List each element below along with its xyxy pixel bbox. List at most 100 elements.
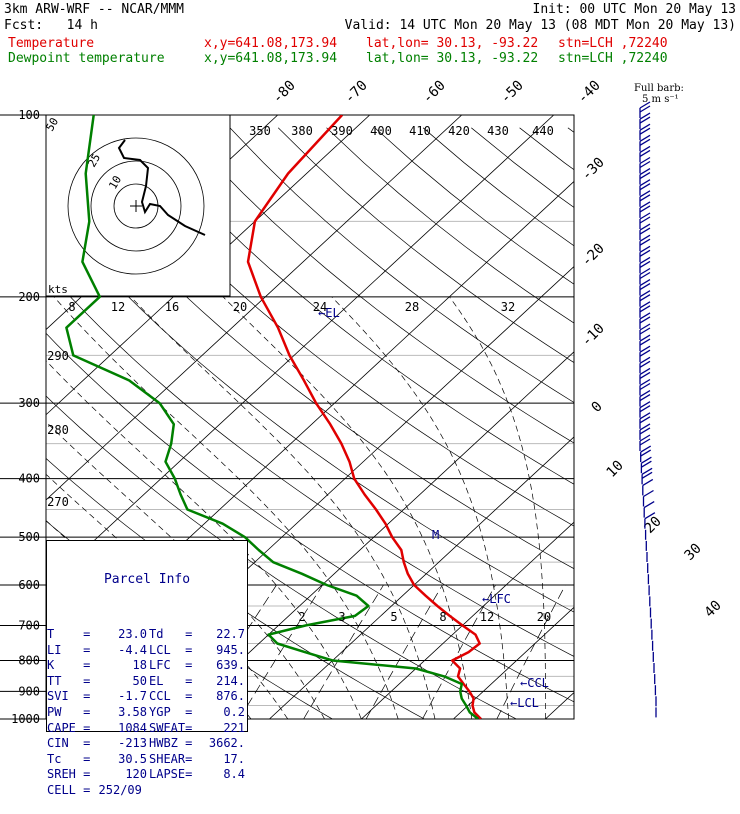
theta-label: 390 bbox=[331, 124, 353, 138]
parcel-info-key: CIN = bbox=[47, 736, 95, 752]
pressure-tick-label: 700 bbox=[18, 618, 40, 632]
parcel-info-value: 214. bbox=[201, 674, 245, 690]
theta-e-label: 270 bbox=[47, 495, 69, 509]
parcel-info-key: SREH = bbox=[47, 767, 95, 783]
theta-label: 430 bbox=[487, 124, 509, 138]
theta-label: 400 bbox=[370, 124, 392, 138]
parcel-info-value bbox=[203, 783, 247, 799]
theta-label: 420 bbox=[448, 124, 470, 138]
wind-barb bbox=[641, 457, 651, 473]
mixing-ratio-low-label: 5 bbox=[390, 610, 397, 624]
barb-legend-title: Full barb: bbox=[634, 84, 684, 94]
dry-adiabat-line bbox=[665, 128, 740, 732]
temperature-tick-label: -10 bbox=[579, 321, 608, 350]
pressure-tick-label: 200 bbox=[18, 290, 40, 304]
dry-adiabat-line bbox=[327, 128, 740, 732]
temperature-tick-label: 10 bbox=[604, 458, 627, 481]
parcel-info-value: 945. bbox=[201, 643, 245, 659]
isotherm-line bbox=[0, 115, 2, 719]
temperature-tick-label: -20 bbox=[579, 241, 608, 270]
parcel-info-key: K = bbox=[47, 658, 95, 674]
temperature-tick-label: -30 bbox=[579, 155, 608, 184]
theta-e-label: 280 bbox=[47, 423, 69, 437]
dry-adiabat-line bbox=[423, 128, 740, 732]
parcel-info-key: Td = bbox=[147, 627, 201, 643]
dry-adiabat-line bbox=[278, 128, 740, 732]
parcel-info-value: 120 bbox=[95, 767, 147, 783]
theta-e-label: 290 bbox=[47, 349, 69, 363]
isotherm-line bbox=[729, 115, 740, 719]
mixing-ratio-label: 8 bbox=[68, 300, 75, 314]
parcel-info-key: PW = bbox=[47, 705, 95, 721]
pressure-tick-label: 300 bbox=[18, 396, 40, 410]
mixing-ratio-low-label: 20 bbox=[537, 610, 551, 624]
parcel-info-key bbox=[150, 783, 203, 799]
moist-adiabat-line bbox=[332, 297, 509, 719]
mixing-ratio-low-label: 3 bbox=[338, 610, 345, 624]
parcel-info-value: -1.7 bbox=[95, 689, 147, 705]
parcel-info-value: 23.0 bbox=[95, 627, 147, 643]
parcel-info-key: LCL = bbox=[147, 643, 201, 659]
mixing-ratio-low-label: 8 bbox=[439, 610, 446, 624]
isotherm-line bbox=[637, 115, 740, 719]
barb-legend-value: 5 m s⁻¹ bbox=[642, 95, 679, 105]
parcel-info-value: 18 bbox=[95, 658, 147, 674]
isotherm-line bbox=[453, 115, 740, 719]
mixing-ratio-label: 28 bbox=[405, 300, 419, 314]
parcel-info-row: CELL =252/09 bbox=[47, 783, 247, 799]
parcel-info-value: 8.4 bbox=[201, 767, 245, 783]
ccl-marker: ←CCL bbox=[520, 676, 549, 690]
wind-barb bbox=[644, 491, 654, 507]
dry-adiabat-line bbox=[616, 128, 740, 732]
theta-label: 380 bbox=[291, 124, 313, 138]
parcel-info-value: 50 bbox=[95, 674, 147, 690]
parcel-info-key: Tc = bbox=[47, 752, 95, 768]
pressure-tick-label: 500 bbox=[18, 530, 40, 544]
temperature-tick-label: -70 bbox=[342, 78, 371, 107]
lfc-marker: ←LFC bbox=[482, 592, 511, 606]
wind-barb bbox=[640, 435, 650, 451]
wind-barb bbox=[642, 468, 652, 484]
parcel-info-key: CELL = bbox=[47, 783, 95, 799]
parcel-info-title: Parcel Info bbox=[47, 572, 247, 588]
lcl-marker: ←LCL bbox=[510, 696, 539, 710]
theta-label: 350 bbox=[249, 124, 271, 138]
pressure-tick-label: 900 bbox=[18, 684, 40, 698]
mixing-ratio-low-label: 2 bbox=[298, 610, 305, 624]
theta-label: 410 bbox=[409, 124, 431, 138]
temperature-profile-line bbox=[248, 115, 481, 719]
hodograph-units-label: kts bbox=[48, 283, 68, 296]
parcel-info-value: 0.2 bbox=[201, 705, 245, 721]
pressure-tick-label: 600 bbox=[18, 578, 40, 592]
mixing-ratio-label: 16 bbox=[165, 300, 179, 314]
parcel-info-value: 3662. bbox=[201, 736, 245, 752]
pressure-tick-label: 400 bbox=[18, 472, 40, 486]
parcel-info-key: SWEAT= bbox=[147, 721, 201, 737]
mixing-ratio-label: 32 bbox=[501, 300, 515, 314]
parcel-info-value: 876. bbox=[201, 689, 245, 705]
parcel-info-key: LAPSE= bbox=[147, 767, 201, 783]
temperature-tick-label: 0 bbox=[589, 399, 606, 416]
parcel-info-value: 17. bbox=[201, 752, 245, 768]
parcel-info-value: -213 bbox=[95, 736, 147, 752]
wind-barb bbox=[641, 446, 651, 462]
parcel-info-key: LI = bbox=[47, 643, 95, 659]
pressure-tick-label: 100 bbox=[18, 108, 40, 122]
parcel-info-value: 221 bbox=[201, 721, 245, 737]
parcel-info-value: 1084 bbox=[95, 721, 147, 737]
temperature-tick-label: 30 bbox=[682, 541, 705, 564]
mixing-ratio-label: 12 bbox=[111, 300, 125, 314]
parcel-info-value: -4.4 bbox=[95, 643, 147, 659]
parcel-info-key: CAPE = bbox=[47, 721, 95, 737]
el-marker: ←EL bbox=[318, 306, 340, 320]
pressure-tick-label: 1000 bbox=[11, 712, 40, 726]
parcel-info-value: 639. bbox=[201, 658, 245, 674]
